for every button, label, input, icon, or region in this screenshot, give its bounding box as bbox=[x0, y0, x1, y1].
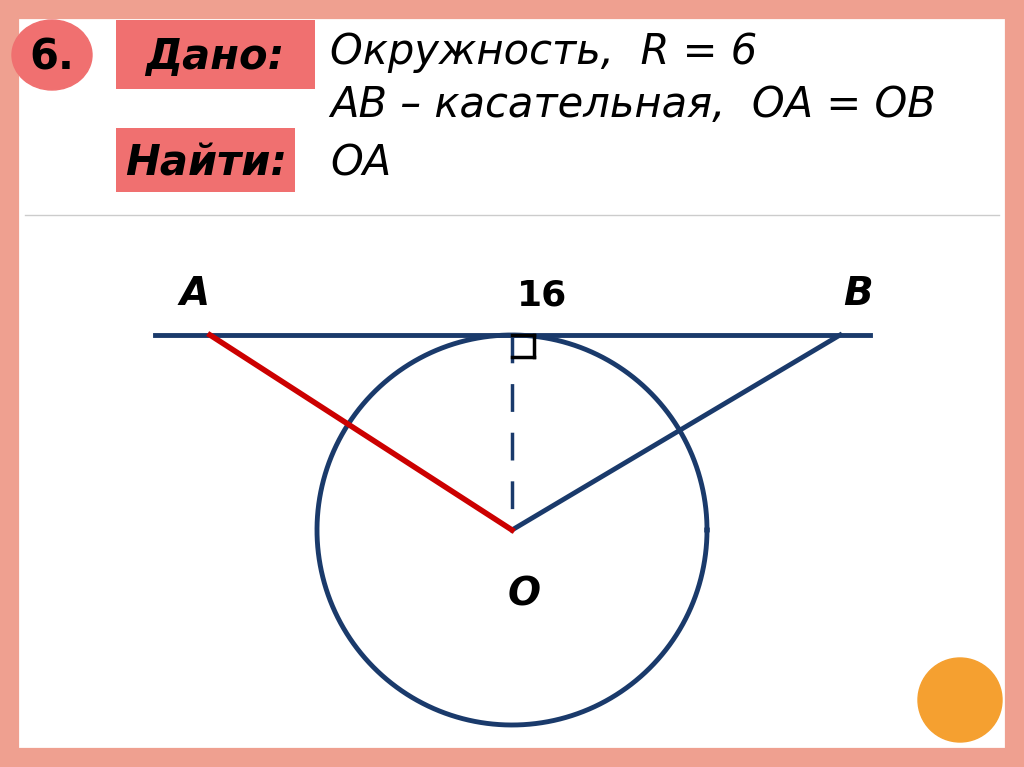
FancyBboxPatch shape bbox=[116, 20, 315, 89]
Text: Окружность,  R = 6: Окружность, R = 6 bbox=[330, 31, 758, 73]
Text: OA: OA bbox=[330, 142, 391, 184]
Circle shape bbox=[918, 658, 1002, 742]
Text: B: B bbox=[843, 275, 872, 313]
Text: Дано:: Дано: bbox=[145, 36, 285, 78]
Text: Найти:: Найти: bbox=[125, 142, 287, 184]
Text: O: O bbox=[508, 575, 541, 613]
FancyBboxPatch shape bbox=[116, 128, 295, 192]
Text: AB – касательная,  OA = OB: AB – касательная, OA = OB bbox=[330, 84, 936, 126]
Ellipse shape bbox=[12, 20, 92, 90]
Text: 16: 16 bbox=[517, 279, 567, 313]
Text: 6.: 6. bbox=[30, 37, 75, 79]
Text: A: A bbox=[180, 275, 210, 313]
